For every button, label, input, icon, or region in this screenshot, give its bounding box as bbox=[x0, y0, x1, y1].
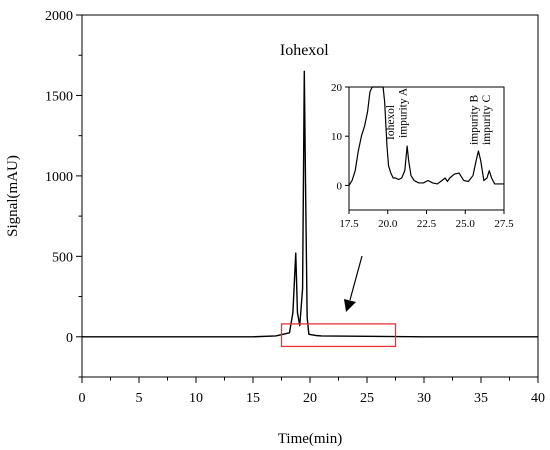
x-tick-label: 5 bbox=[136, 391, 143, 406]
zoom-region-box bbox=[280, 323, 397, 348]
x-tick-label: 20 bbox=[303, 391, 317, 406]
inset-peak-label: Iohexol bbox=[385, 105, 397, 140]
y-tick-label: 2000 bbox=[45, 9, 73, 24]
main-tick-labels: 0 5 10 15 20 25 30 35 40 0 500 1000 1500 2000 bbox=[45, 9, 545, 406]
y-tick-label: 500 bbox=[52, 250, 73, 265]
inset-x-tick-label: 22.5 bbox=[417, 218, 437, 230]
inset-peak-label: impurity A bbox=[397, 87, 409, 138]
chromatogram-series-line bbox=[82, 70, 538, 338]
y-tick-label: 0 bbox=[66, 331, 73, 346]
x-tick-label: 35 bbox=[474, 391, 488, 406]
y-tick-label: 1500 bbox=[45, 89, 73, 104]
inset-tick-labels: 17.5 20.0 22.5 25.0 27.5 0 10 20 bbox=[331, 82, 514, 230]
inset-peak-label: impurity B bbox=[469, 95, 481, 145]
inset-y-tick-label: 0 bbox=[337, 180, 343, 192]
y-tick-label: 1000 bbox=[45, 170, 73, 185]
inset-x-tick-label: 27.5 bbox=[494, 218, 514, 230]
x-tick-label: 40 bbox=[531, 391, 545, 406]
inset-x-tick-label: 25.0 bbox=[456, 218, 476, 230]
inset-y-tick-label: 10 bbox=[331, 131, 343, 143]
main-axis-ticks bbox=[76, 14, 539, 383]
x-tick-label: 30 bbox=[417, 391, 431, 406]
inset-axis-ticks bbox=[345, 86, 505, 214]
x-axis-title: Time(min) bbox=[278, 431, 342, 447]
inset-peak-label: impurity C bbox=[481, 95, 493, 145]
inset-background bbox=[316, 74, 528, 232]
x-tick-label: 25 bbox=[360, 391, 374, 406]
zoom-arrow bbox=[344, 255, 363, 312]
x-tick-label: 15 bbox=[246, 391, 260, 406]
y-axis-title: Signal(mAU) bbox=[5, 155, 21, 237]
inset-x-tick-label: 20.0 bbox=[378, 218, 398, 230]
inset-x-tick-label: 17.5 bbox=[339, 218, 359, 230]
x-tick-label: 0 bbox=[79, 391, 86, 406]
iohexol-peak-label: Iohexol bbox=[280, 42, 329, 59]
inset-y-tick-label: 20 bbox=[331, 82, 343, 94]
x-tick-label: 10 bbox=[189, 391, 203, 406]
inset-series-line bbox=[348, 86, 504, 186]
